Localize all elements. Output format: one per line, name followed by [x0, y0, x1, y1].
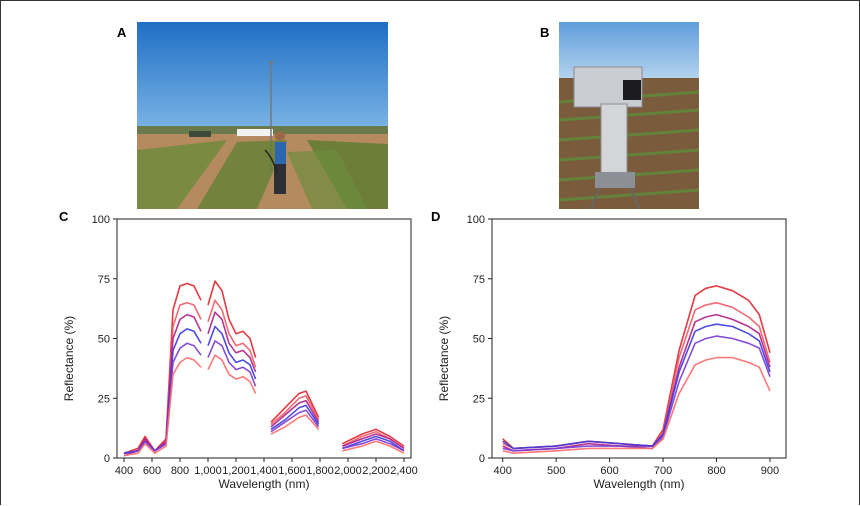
photo-field-worker-image: [137, 22, 388, 209]
series-line-6: [123, 356, 202, 457]
series-line-3: [270, 399, 320, 428]
x-tick-label: 600: [600, 465, 618, 477]
series-line-6: [207, 354, 257, 394]
x-tick-label: 500: [547, 465, 565, 477]
x-tick-label: 400: [115, 465, 133, 477]
x-tick-label: 700: [654, 465, 672, 477]
panel-label-b: B: [540, 25, 550, 40]
photo-camera-tower-image: [559, 22, 699, 209]
series-line-4: [342, 435, 405, 452]
series-line-3: [207, 311, 257, 373]
y-tick-label: 0: [104, 453, 110, 465]
y-tick-label: 50: [473, 334, 485, 346]
x-tick-label: 1,800: [306, 465, 334, 477]
series-line-6: [502, 356, 771, 454]
y-tick-label: 25: [98, 393, 110, 405]
x-tick-label: 1,000: [194, 465, 222, 477]
x-tick-label: 2,200: [362, 465, 390, 477]
x-axis-label: Wavelength (nm): [594, 477, 685, 491]
series-line-3: [123, 313, 202, 454]
x-tick-label: 800: [171, 465, 189, 477]
series-line-5: [270, 409, 320, 433]
series-line-4: [123, 328, 202, 454]
panel-label-d: D: [431, 209, 441, 224]
series-line-4: [270, 404, 320, 430]
series-line-1: [502, 285, 771, 450]
series-line-5: [123, 342, 202, 457]
x-tick-label: 1,600: [278, 465, 306, 477]
series-line-5: [207, 340, 257, 387]
series-line-6: [342, 440, 405, 454]
series-line-1: [270, 390, 320, 423]
plot-frame: [116, 218, 412, 459]
y-axis-label: Reflectance (%): [62, 316, 76, 401]
y-tick-label: 75: [473, 274, 485, 286]
y-axis-label: Reflectance (%): [437, 316, 451, 401]
series-line-5: [502, 335, 771, 452]
panel-label-c: C: [59, 209, 69, 224]
series-line-4: [502, 323, 771, 450]
x-tick-label: 900: [761, 465, 779, 477]
series-line-2: [207, 299, 257, 368]
x-tick-label: 1,200: [222, 465, 250, 477]
x-tick-label: 800: [707, 465, 725, 477]
y-tick-label: 0: [479, 453, 485, 465]
series-line-5: [342, 438, 405, 452]
x-tick-label: 2,000: [334, 465, 362, 477]
series-line-2: [123, 301, 202, 454]
series-line-2: [270, 395, 320, 426]
series-line-3: [342, 433, 405, 450]
y-tick-label: 100: [467, 214, 485, 226]
x-tick-label: 1,400: [250, 465, 278, 477]
chart-d: 0 25 50 75 100 400 500 600 700 800 900 Wavelength (…: [426, 211, 796, 506]
series-line-1: [207, 280, 257, 358]
plot-frame: [491, 218, 787, 459]
series-line-2: [502, 301, 771, 450]
y-tick-label: 25: [473, 393, 485, 405]
photo-field-worker: [137, 22, 388, 209]
photo-camera-tower: [559, 22, 699, 209]
y-tick-label: 50: [98, 334, 110, 346]
series-line-1: [123, 282, 202, 454]
chart-c: 0 25 50 75 100 400 600 800 1,000 1,200 1,400 1,600 1…: [51, 211, 421, 506]
x-tick-label: 600: [143, 465, 161, 477]
series-line-6: [270, 414, 320, 435]
y-tick-label: 100: [92, 214, 110, 226]
series-line-4: [207, 325, 257, 380]
series-line-3: [502, 313, 771, 452]
series-line-1: [342, 428, 405, 447]
x-tick-label: 400: [494, 465, 512, 477]
x-tick-label: 2,400: [390, 465, 418, 477]
chart-d-svg: 0 25 50 75 100 400 500 600 700 800 900 Wavelength (…: [437, 214, 787, 491]
chart-c-svg: 0 25 50 75 100 400 600 800 1,000 1,200 1,400 1,600 1…: [62, 214, 418, 491]
y-tick-label: 75: [98, 274, 110, 286]
panel-label-a: A: [117, 25, 127, 40]
x-axis-label: Wavelength (nm): [219, 477, 310, 491]
